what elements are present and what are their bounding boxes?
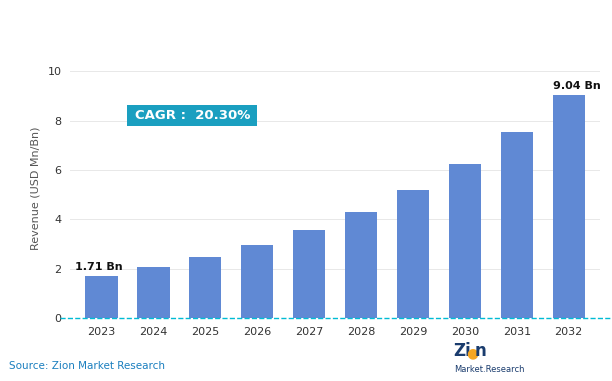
Text: Source: Zion Market Research: Source: Zion Market Research: [9, 362, 165, 371]
Text: Market.Research: Market.Research: [454, 365, 524, 374]
Bar: [553, 95, 584, 318]
Bar: [86, 276, 118, 318]
Bar: [189, 257, 222, 318]
Text: Global Electronic Shelf Label Market,: Global Electronic Shelf Label Market,: [9, 16, 326, 31]
FancyBboxPatch shape: [127, 105, 257, 126]
Text: 2024-2032 (USD Billion): 2024-2032 (USD Billion): [266, 16, 447, 31]
Y-axis label: Revenue (USD Mn/Bn): Revenue (USD Mn/Bn): [31, 127, 40, 250]
Bar: [501, 132, 533, 318]
Text: 1.71 Bn: 1.71 Bn: [75, 262, 123, 272]
Bar: [449, 164, 481, 318]
Text: 9.04 Bn: 9.04 Bn: [553, 81, 600, 91]
Bar: [293, 230, 325, 318]
Text: CAGR :  20.30%: CAGR : 20.30%: [135, 109, 250, 122]
Bar: [137, 267, 170, 318]
Text: ●: ●: [466, 346, 479, 360]
Text: n: n: [474, 342, 486, 360]
Bar: [345, 211, 377, 318]
Bar: [397, 190, 429, 318]
Bar: [241, 245, 274, 318]
Text: Zi: Zi: [453, 342, 471, 360]
